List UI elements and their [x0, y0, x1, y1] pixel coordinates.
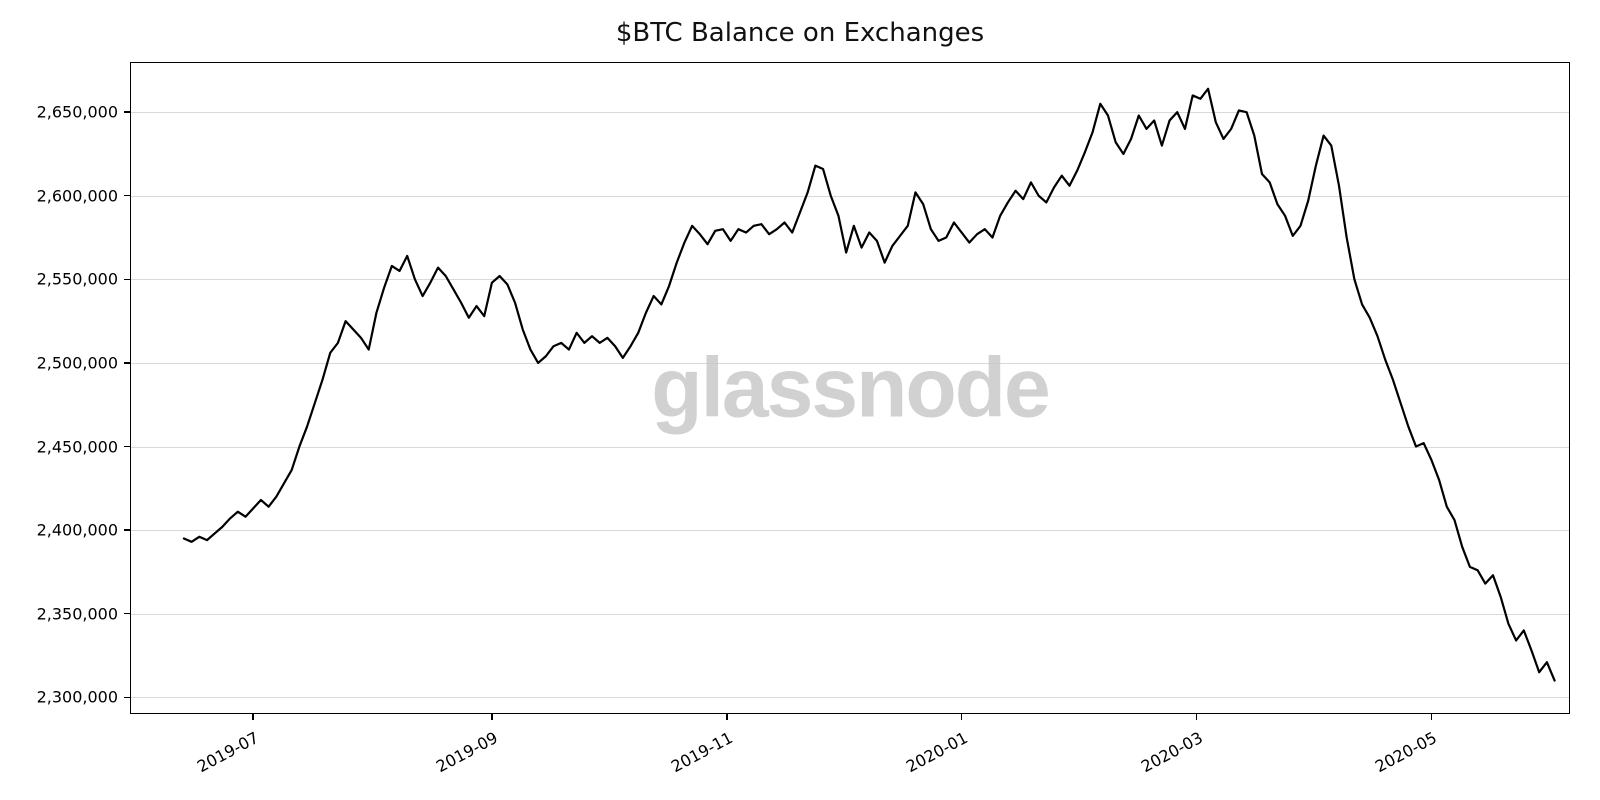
x-tick-label: 2019-09 [433, 728, 501, 776]
x-tick [491, 714, 493, 720]
x-tick [1431, 714, 1433, 720]
x-tick [961, 714, 963, 720]
x-tick-label: 2020-01 [903, 728, 971, 776]
y-tick-label: 2,300,000 [37, 688, 130, 707]
y-tick-label: 2,400,000 [37, 521, 130, 540]
chart-container: $BTC Balance on Exchanges glassnode 2,30… [0, 0, 1600, 800]
y-tick-label: 2,450,000 [37, 437, 130, 456]
y-tick-label: 2,550,000 [37, 270, 130, 289]
x-tick [252, 714, 254, 720]
x-tick-label: 2020-05 [1372, 728, 1440, 776]
x-tick-label: 2019-11 [668, 728, 736, 776]
y-tick-label: 2,650,000 [37, 103, 130, 122]
y-tick-label: 2,600,000 [37, 186, 130, 205]
y-tick-label: 2,500,000 [37, 353, 130, 372]
line-series [130, 62, 1570, 714]
x-tick [1196, 714, 1198, 720]
x-tick-label: 2019-07 [194, 728, 262, 776]
series-path [184, 89, 1555, 681]
chart-title: $BTC Balance on Exchanges [0, 18, 1600, 48]
x-tick-label: 2020-03 [1137, 728, 1205, 776]
y-tick-label: 2,350,000 [37, 604, 130, 623]
plot-area: glassnode 2,300,0002,350,0002,400,0002,4… [130, 62, 1570, 714]
x-tick [726, 714, 728, 720]
